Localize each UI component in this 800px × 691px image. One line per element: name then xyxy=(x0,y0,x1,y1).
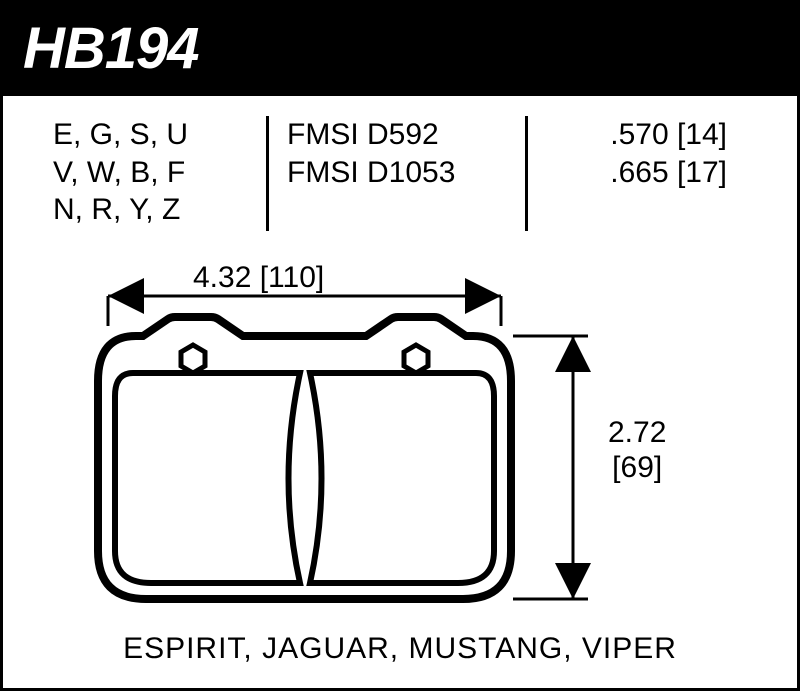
pad-inner-left xyxy=(115,373,300,583)
fmsi-line: FMSI D1053 xyxy=(287,154,507,192)
brake-pad-diagram xyxy=(73,251,733,651)
codes-line: N, R, Y, Z xyxy=(53,191,248,229)
divider xyxy=(525,116,528,231)
pad-inner-right xyxy=(310,373,494,583)
specs-row: E, G, S, U V, W, B, F N, R, Y, Z FMSI D5… xyxy=(3,96,797,241)
hex-hole-left xyxy=(181,345,205,373)
pad-outline xyxy=(98,317,511,599)
part-number-title: HB194 xyxy=(23,15,777,82)
diagram-area: 4.32 [110] 2.72 [69] xyxy=(3,241,797,661)
header: HB194 xyxy=(3,3,797,96)
spec-sheet: HB194 E, G, S, U V, W, B, F N, R, Y, Z F… xyxy=(0,0,800,691)
vehicle-applications: ESPIRIT, JAGUAR, MUSTANG, VIPER xyxy=(3,632,797,666)
hex-hole-right xyxy=(404,345,428,373)
codes-line: V, W, B, F xyxy=(53,154,248,192)
divider xyxy=(266,116,269,231)
thickness-values: .570 [14] .665 [17] xyxy=(546,116,767,191)
compound-codes: E, G, S, U V, W, B, F N, R, Y, Z xyxy=(53,116,248,229)
thickness-line: .665 [17] xyxy=(546,154,727,192)
fmsi-line: FMSI D592 xyxy=(287,116,507,154)
codes-line: E, G, S, U xyxy=(53,116,248,154)
fmsi-codes: FMSI D592 FMSI D1053 xyxy=(287,116,507,191)
thickness-line: .570 [14] xyxy=(546,116,727,154)
